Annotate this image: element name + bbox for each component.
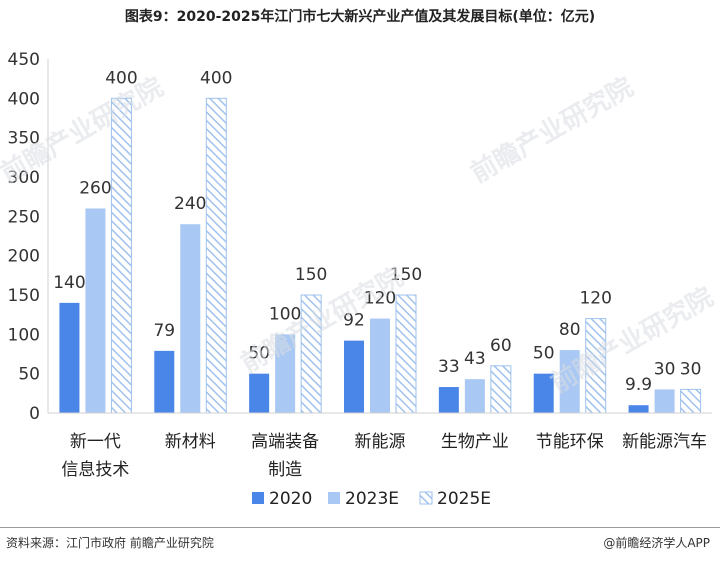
- data-label: 100: [269, 304, 301, 324]
- bar-2023E-0: [85, 208, 106, 413]
- x-category-label: 新能源: [355, 432, 406, 452]
- y-tick-label: 200: [8, 247, 40, 267]
- bar-2025E-5: [585, 318, 607, 414]
- y-tick-label: 250: [8, 207, 40, 227]
- data-label: 400: [105, 68, 137, 88]
- y-axis: 0 50 100 150 200 250 300 350 400 450: [8, 50, 49, 424]
- bar-2023E-2: [275, 334, 296, 413]
- bar-2020-4: [438, 387, 459, 413]
- bar-2025E-4: [490, 365, 512, 414]
- data-label: 79: [153, 321, 175, 341]
- x-category-label: 新材料: [165, 432, 216, 452]
- y-tick-label: 50: [18, 365, 40, 385]
- legend: 2020 2023E 2025E: [252, 489, 491, 509]
- y-tick-label: 400: [8, 89, 40, 109]
- x-category-label: 制造: [268, 460, 302, 480]
- bar-2020-6: [628, 405, 649, 413]
- data-label: 30: [680, 359, 702, 379]
- data-label: 33: [438, 357, 460, 377]
- data-label: 50: [248, 344, 270, 364]
- data-label: 150: [295, 265, 327, 285]
- data-label: 260: [79, 178, 111, 198]
- legend-label-2025E: 2025E: [437, 489, 491, 509]
- y-tick-label: 150: [8, 286, 40, 306]
- legend-label-2023E: 2023E: [345, 489, 399, 509]
- footer: 资料来源：江门市政府 前瞻产业研究院 @前瞻经济学人APP: [0, 527, 720, 561]
- data-label: 120: [364, 289, 396, 309]
- data-label: 92: [343, 311, 365, 331]
- bar-chart: 0 50 100 150 200 250 300 350 400 450 140 260 400 79 2…: [8, 50, 712, 509]
- bar-2020-2: [249, 373, 270, 413]
- bar-2025E-3: [395, 294, 417, 414]
- bar-2020-3: [344, 340, 364, 413]
- x-category-label: 信息技术: [61, 460, 129, 480]
- x-category-label: 新一代: [70, 432, 121, 452]
- data-label: 43: [464, 349, 486, 369]
- data-label: 9.9: [625, 375, 652, 395]
- legend-label-2020: 2020: [269, 489, 312, 509]
- data-label: 120: [579, 289, 611, 309]
- data-label: 80: [559, 320, 581, 340]
- y-tick-label: 0: [29, 404, 40, 424]
- bar-2023E-6: [654, 389, 675, 413]
- data-label: 50: [533, 344, 555, 364]
- bar-2020-0: [59, 302, 80, 413]
- y-tick-label: 300: [8, 168, 40, 188]
- chart-title: 图表9：2020-2025年江门市七大新兴产业产值及其发展目标(单位：亿元): [124, 9, 596, 25]
- bar-2023E-3: [370, 318, 390, 413]
- bar-2025E-2: [300, 294, 322, 414]
- legend-swatch-2025E: [419, 491, 433, 505]
- x-category-label: 高端装备: [251, 432, 319, 452]
- bars-group: [59, 97, 702, 414]
- data-label: 30: [654, 359, 676, 379]
- bar-2020-5: [533, 373, 554, 413]
- y-tick-label: 450: [8, 50, 40, 70]
- source-note: 资料来源：江门市政府 前瞻产业研究院: [6, 536, 214, 550]
- bar-2020-1: [154, 350, 175, 413]
- legend-swatch-2020: [252, 492, 264, 504]
- bar-2025E-1: [205, 97, 227, 414]
- credit-note: @前瞻经济学人APP: [603, 536, 710, 550]
- y-tick-label: 350: [8, 129, 40, 149]
- x-category-label: 新能源汽车: [622, 432, 707, 452]
- legend-swatch-2023E: [328, 492, 340, 504]
- data-label: 240: [174, 194, 206, 214]
- bar-2025E-0: [110, 97, 132, 414]
- bar-2023E-1: [180, 224, 201, 413]
- bar-2023E-5: [559, 350, 580, 413]
- bar-2023E-4: [464, 379, 485, 413]
- data-label: 400: [200, 68, 232, 88]
- x-category-label: 节能环保: [536, 432, 604, 452]
- x-category-label: 生物产业: [441, 432, 509, 452]
- data-label: 140: [53, 273, 85, 293]
- bar-2025E-6: [680, 388, 702, 414]
- data-label: 60: [490, 336, 512, 356]
- y-tick-label: 100: [8, 325, 40, 345]
- data-label: 150: [390, 265, 422, 285]
